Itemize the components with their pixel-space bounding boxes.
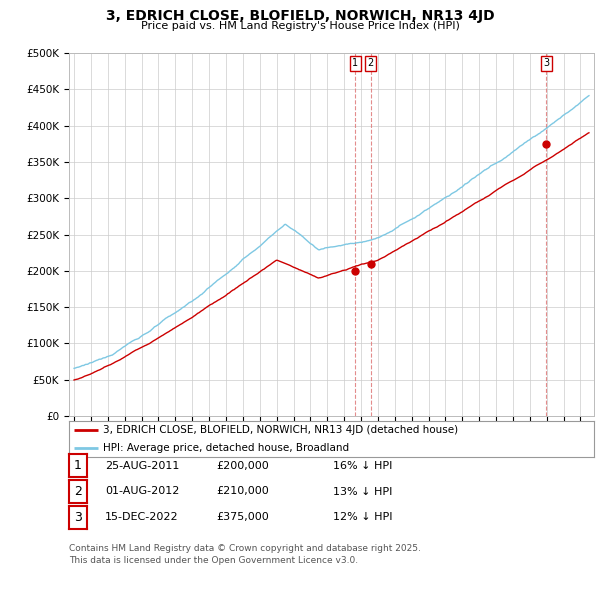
Text: 13% ↓ HPI: 13% ↓ HPI: [333, 487, 392, 496]
Text: 1: 1: [352, 58, 358, 68]
Text: 16% ↓ HPI: 16% ↓ HPI: [333, 461, 392, 470]
Text: £375,000: £375,000: [216, 513, 269, 522]
Text: 25-AUG-2011: 25-AUG-2011: [105, 461, 179, 470]
Text: 2: 2: [368, 58, 374, 68]
Text: 3, EDRICH CLOSE, BLOFIELD, NORWICH, NR13 4JD: 3, EDRICH CLOSE, BLOFIELD, NORWICH, NR13…: [106, 9, 494, 23]
Text: 3: 3: [543, 58, 549, 68]
Text: £210,000: £210,000: [216, 487, 269, 496]
Text: Contains HM Land Registry data © Crown copyright and database right 2025.: Contains HM Land Registry data © Crown c…: [69, 545, 421, 553]
Text: 3, EDRICH CLOSE, BLOFIELD, NORWICH, NR13 4JD (detached house): 3, EDRICH CLOSE, BLOFIELD, NORWICH, NR13…: [103, 425, 458, 435]
Text: 2: 2: [74, 485, 82, 498]
Text: This data is licensed under the Open Government Licence v3.0.: This data is licensed under the Open Gov…: [69, 556, 358, 565]
Text: 15-DEC-2022: 15-DEC-2022: [105, 513, 179, 522]
Text: 3: 3: [74, 511, 82, 524]
Text: 12% ↓ HPI: 12% ↓ HPI: [333, 513, 392, 522]
Text: HPI: Average price, detached house, Broadland: HPI: Average price, detached house, Broa…: [103, 443, 349, 453]
Text: Price paid vs. HM Land Registry's House Price Index (HPI): Price paid vs. HM Land Registry's House …: [140, 21, 460, 31]
Text: 1: 1: [74, 459, 82, 472]
Text: 01-AUG-2012: 01-AUG-2012: [105, 487, 179, 496]
Text: £200,000: £200,000: [216, 461, 269, 470]
